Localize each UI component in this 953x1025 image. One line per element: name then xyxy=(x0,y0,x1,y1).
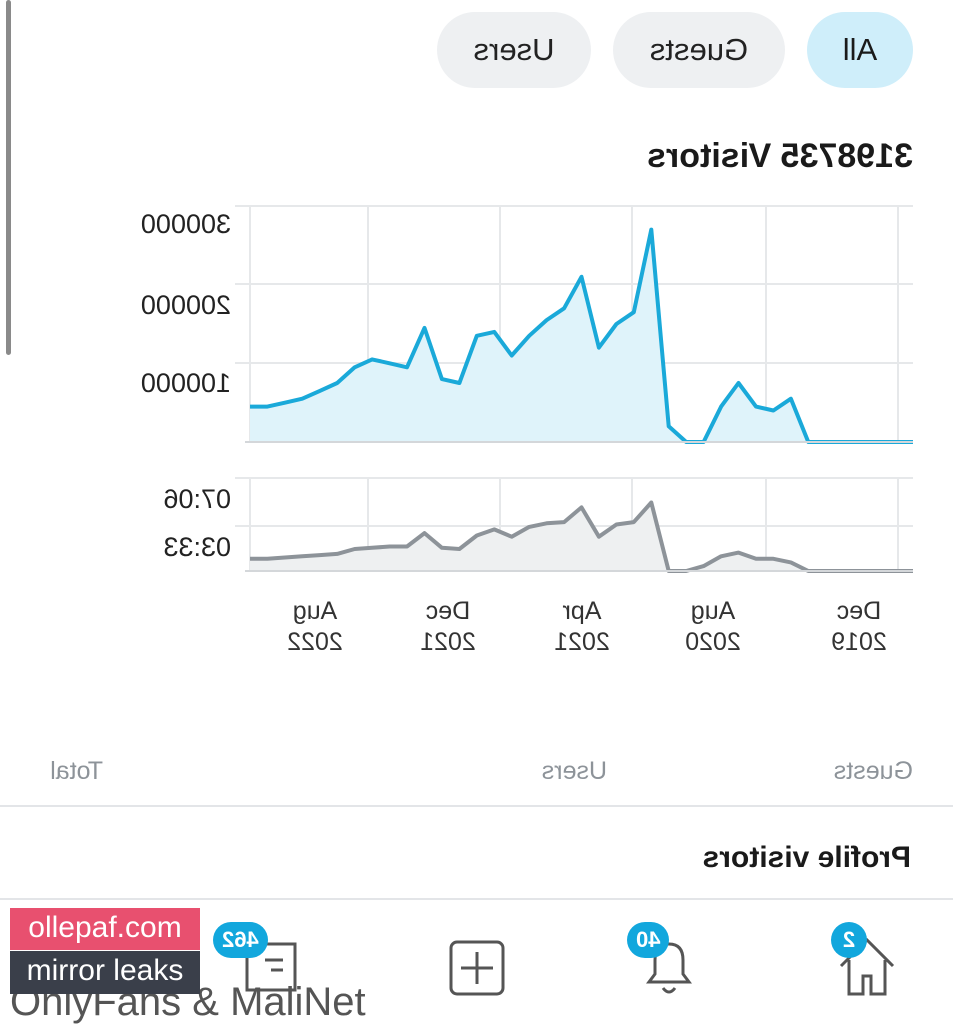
messages-badge: 462 xyxy=(213,922,268,958)
divider xyxy=(0,805,953,807)
mirrored-screen: All Guests Users 3198735 Visitors 100000… xyxy=(0,0,953,1000)
stat-guests-label: Guests xyxy=(833,757,913,785)
x-tick-label: Aug 2022 xyxy=(287,597,343,656)
time-chart xyxy=(235,477,913,573)
watermark-subtitle: mirror leaks xyxy=(10,951,200,994)
chart-title: 3198735 Visitors xyxy=(647,137,913,175)
divider xyxy=(0,898,953,900)
y-tick-label: 07:06 xyxy=(163,484,231,514)
profile-visitors-title: Profile visitors xyxy=(702,841,911,874)
nav-home-button[interactable]: 2 xyxy=(831,922,903,1000)
y-tick-label: 03:33 xyxy=(163,532,231,562)
stat-users-label: Users xyxy=(541,757,607,785)
time-area xyxy=(250,502,913,571)
filter-all-label: All xyxy=(842,32,878,67)
filter-users-button[interactable]: Users xyxy=(437,12,591,88)
x-tick-label: Apr 2021 xyxy=(554,597,610,656)
y-tick-label: 200000 xyxy=(140,290,231,320)
nav-notifications-button[interactable]: 40 xyxy=(627,922,705,1000)
y-tick-label: 300000 xyxy=(140,209,231,239)
nav-messages-button[interactable]: 462 xyxy=(213,922,305,1000)
visitors-line xyxy=(250,227,913,444)
x-tick-label: Dec 2019 xyxy=(831,597,887,656)
x-tick-label: Dec 2021 xyxy=(420,597,476,656)
watermark-site: ollepaf.com xyxy=(10,908,200,950)
home-badge: 2 xyxy=(831,922,867,958)
filter-users-label: Users xyxy=(473,32,555,67)
stat-total-label: Total xyxy=(50,757,103,785)
x-tick-label: Aug 2020 xyxy=(685,597,741,656)
visitors-area xyxy=(250,229,913,442)
filter-all-button[interactable]: All xyxy=(807,12,913,88)
filter-guests-label: Guests xyxy=(649,32,749,67)
visitors-chart xyxy=(235,205,913,444)
notifications-badge: 40 xyxy=(627,922,670,958)
filter-guests-button[interactable]: Guests xyxy=(613,12,785,88)
time-line xyxy=(250,500,913,573)
y-tick-label: 100000 xyxy=(140,368,231,398)
nav-create-button[interactable] xyxy=(441,930,513,1000)
plus-square-icon xyxy=(449,940,505,996)
bell-icon xyxy=(646,942,692,994)
